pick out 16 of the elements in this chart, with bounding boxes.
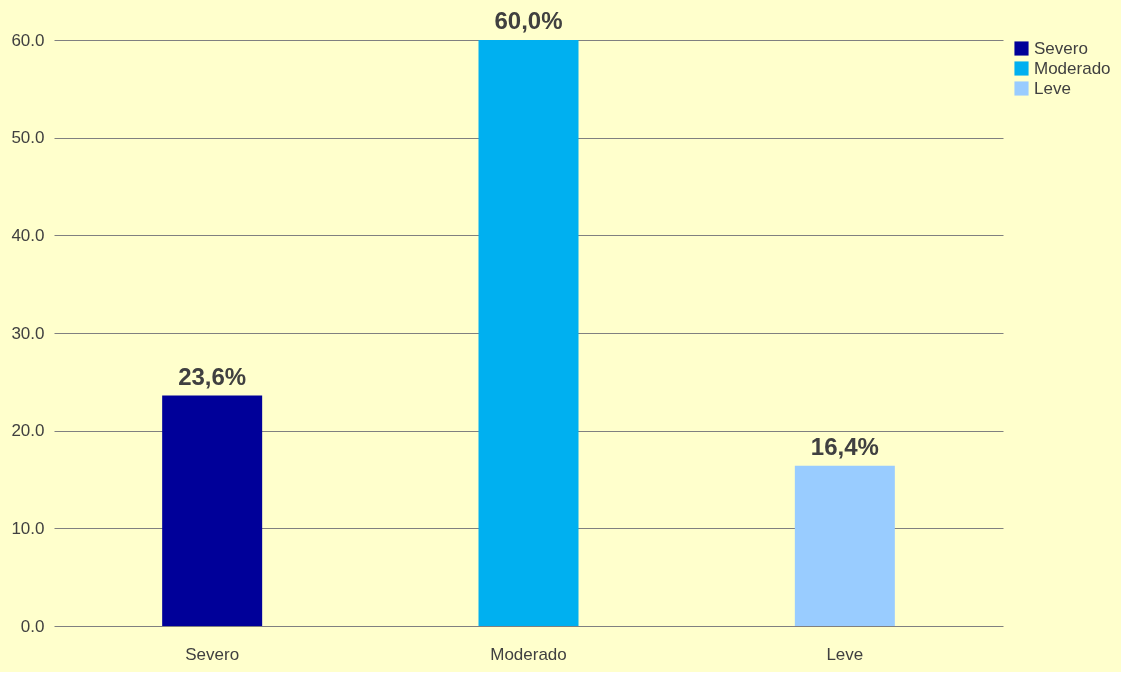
x-tick-label: Severo bbox=[185, 644, 240, 664]
data-label: 23,6% bbox=[178, 362, 247, 390]
legend-label: Moderado bbox=[1034, 58, 1111, 78]
y-tick-label: 20.0 bbox=[11, 421, 45, 441]
y-tick-label: 50.0 bbox=[11, 128, 45, 148]
legend-label: Severo bbox=[1034, 38, 1088, 58]
y-tick-label: 60.0 bbox=[11, 30, 45, 50]
data-label: 60,0% bbox=[494, 7, 563, 34]
data-label: 16,4% bbox=[810, 432, 879, 460]
y-tick-label: 10.0 bbox=[11, 518, 45, 538]
y-tick-label: 0.0 bbox=[20, 616, 45, 636]
legend-label: Leve bbox=[1034, 78, 1071, 98]
x-tick-label: Leve bbox=[826, 644, 864, 664]
y-tick-label: 40.0 bbox=[11, 225, 45, 245]
y-tick-label: 30.0 bbox=[11, 323, 45, 343]
x-tick-label: Moderado bbox=[490, 644, 567, 664]
